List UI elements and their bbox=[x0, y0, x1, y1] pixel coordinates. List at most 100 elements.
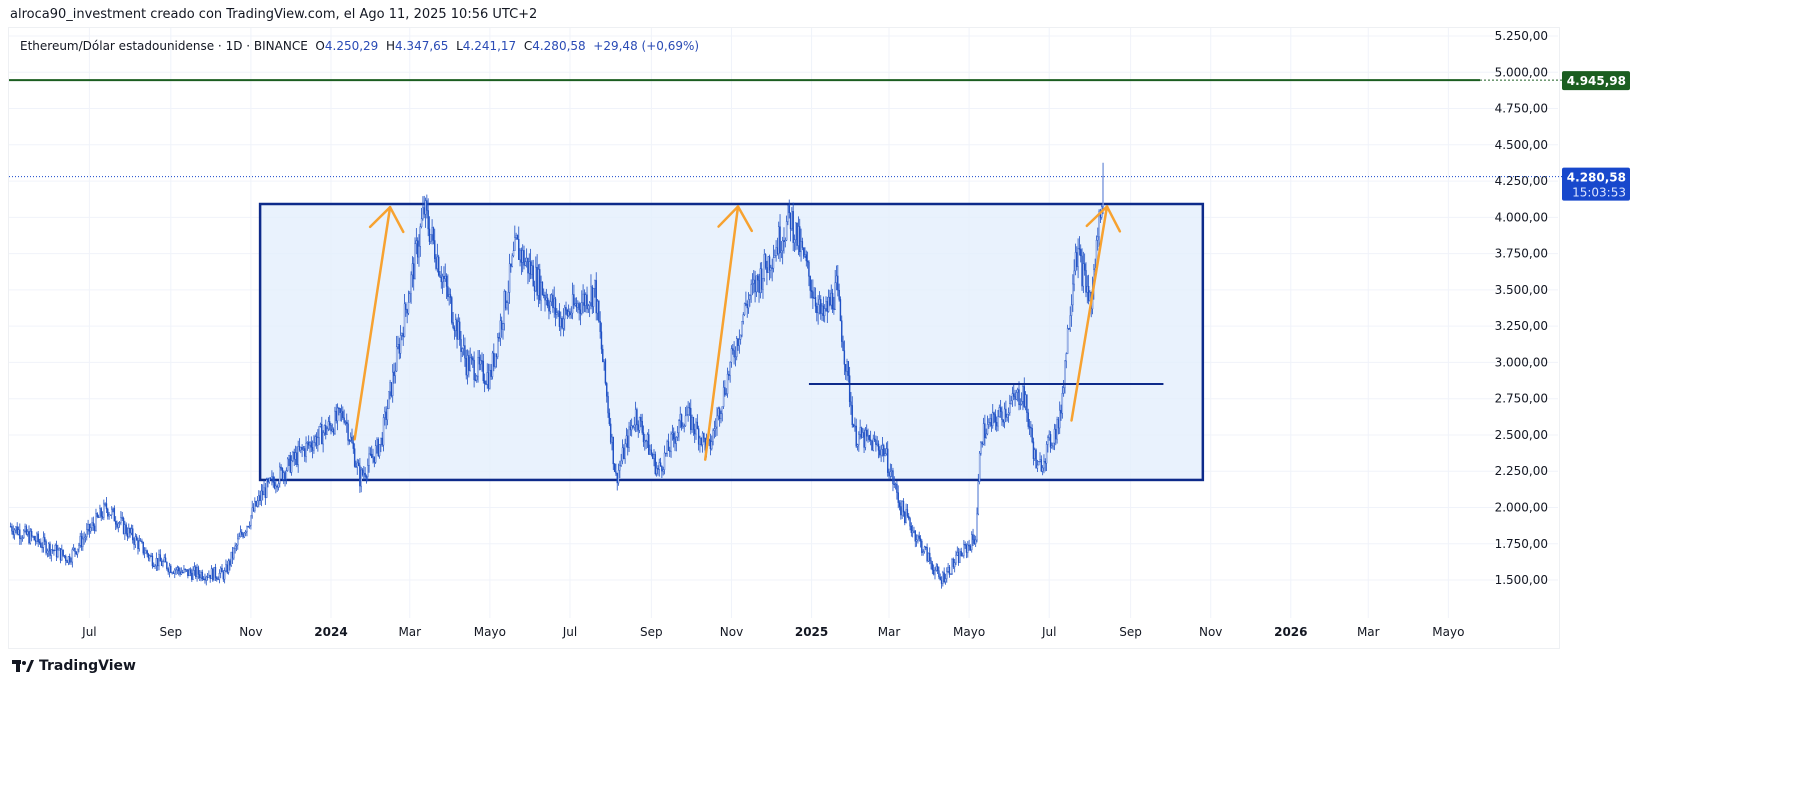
candle-body bbox=[439, 274, 441, 278]
candle-body bbox=[489, 369, 491, 389]
candle-body bbox=[791, 211, 793, 230]
candle-body bbox=[680, 414, 683, 428]
candle-body bbox=[51, 549, 54, 551]
candle-body bbox=[926, 547, 928, 562]
candle-body bbox=[1059, 409, 1061, 429]
candle-body bbox=[129, 528, 131, 534]
candle-body bbox=[474, 379, 477, 381]
candle-body bbox=[692, 417, 695, 430]
candle-body bbox=[143, 552, 146, 555]
candle-body bbox=[103, 503, 105, 518]
candle-body bbox=[275, 485, 277, 489]
candle-body bbox=[378, 444, 381, 456]
candle-body bbox=[11, 526, 13, 532]
candle-body bbox=[482, 360, 485, 382]
candle-body bbox=[46, 550, 49, 554]
candle-body bbox=[763, 254, 765, 279]
candle-body bbox=[729, 361, 731, 376]
candle-body bbox=[88, 524, 91, 532]
candle-body bbox=[932, 569, 935, 575]
x-axis-label: Sep bbox=[160, 625, 183, 639]
candle-body bbox=[347, 423, 349, 441]
candle-body bbox=[153, 565, 155, 568]
candle-body bbox=[277, 483, 280, 488]
candle-body bbox=[213, 566, 215, 581]
x-axis-label: Jul bbox=[562, 625, 577, 639]
arrow-head bbox=[1085, 205, 1109, 228]
candle-body bbox=[367, 465, 369, 477]
range-box[interactable] bbox=[258, 202, 1205, 482]
low-label: L bbox=[456, 39, 463, 53]
candle-body bbox=[902, 501, 905, 513]
candle-body bbox=[154, 565, 156, 567]
arrow-head bbox=[1105, 205, 1122, 233]
candle-body bbox=[620, 460, 622, 466]
candle-body bbox=[590, 286, 592, 303]
candle-body bbox=[967, 544, 969, 553]
candle-body bbox=[80, 536, 83, 547]
candle-body bbox=[234, 545, 236, 549]
candle-body bbox=[305, 443, 307, 457]
candle-body bbox=[470, 357, 473, 359]
trend-arrow[interactable] bbox=[1070, 205, 1109, 422]
candle-body bbox=[130, 528, 133, 534]
candle-body bbox=[406, 309, 408, 314]
candle-body bbox=[743, 303, 746, 315]
candle-body bbox=[344, 421, 347, 424]
candle-body bbox=[1023, 386, 1025, 407]
candle-body bbox=[566, 310, 569, 316]
candle-body bbox=[267, 479, 269, 483]
y-axis-label: 4.250,00 bbox=[1495, 174, 1548, 188]
x-axis-label: Jul bbox=[81, 625, 96, 639]
candle-body bbox=[1015, 392, 1018, 400]
candle-body bbox=[268, 477, 270, 483]
y-axis-label: 4.000,00 bbox=[1495, 210, 1548, 224]
candle-body bbox=[1076, 252, 1078, 267]
trend-arrow[interactable] bbox=[703, 205, 740, 461]
candle-body bbox=[543, 294, 545, 296]
candle-body bbox=[867, 435, 869, 437]
candle-body bbox=[448, 294, 450, 297]
candle-body bbox=[519, 249, 521, 260]
candle-body bbox=[195, 566, 197, 578]
candle-body bbox=[661, 465, 663, 472]
candle-body bbox=[1051, 445, 1053, 448]
candle-body bbox=[918, 535, 920, 539]
candle-body bbox=[781, 240, 784, 252]
x-axis-label: Mar bbox=[878, 625, 901, 639]
candle-body bbox=[125, 524, 127, 534]
candle-body bbox=[183, 568, 185, 573]
candle-body bbox=[625, 435, 628, 445]
candle-body bbox=[885, 448, 888, 454]
candle-body bbox=[294, 452, 297, 460]
candle-body bbox=[402, 333, 404, 337]
candle-body bbox=[904, 511, 906, 523]
candle-body bbox=[948, 566, 951, 575]
candle-body bbox=[331, 429, 334, 432]
candle-body bbox=[645, 440, 647, 442]
candle-body bbox=[208, 574, 210, 578]
candle-body bbox=[834, 282, 836, 310]
candle-body bbox=[965, 545, 968, 553]
candle-body bbox=[615, 471, 617, 474]
candle-body bbox=[697, 428, 700, 445]
candle-body bbox=[562, 318, 565, 329]
candle-body bbox=[430, 234, 432, 242]
candle-body bbox=[284, 472, 286, 480]
symbol-title[interactable]: Ethereum/Dólar estadounidense · 1D · BIN… bbox=[20, 39, 308, 53]
tradingview-logo[interactable]: TradingView bbox=[12, 658, 136, 674]
candle-body bbox=[19, 529, 21, 539]
candle-body bbox=[159, 554, 162, 562]
candle-body bbox=[813, 296, 815, 299]
candle-body bbox=[699, 437, 701, 445]
candle-body bbox=[457, 321, 460, 340]
candle-body bbox=[498, 337, 500, 339]
candle-body bbox=[662, 469, 664, 472]
candle-body bbox=[108, 514, 110, 517]
candle-body bbox=[1049, 434, 1052, 448]
trend-arrow[interactable] bbox=[353, 205, 392, 441]
candle-body bbox=[658, 462, 660, 470]
candle-body bbox=[472, 357, 474, 361]
candle-body bbox=[873, 438, 876, 441]
